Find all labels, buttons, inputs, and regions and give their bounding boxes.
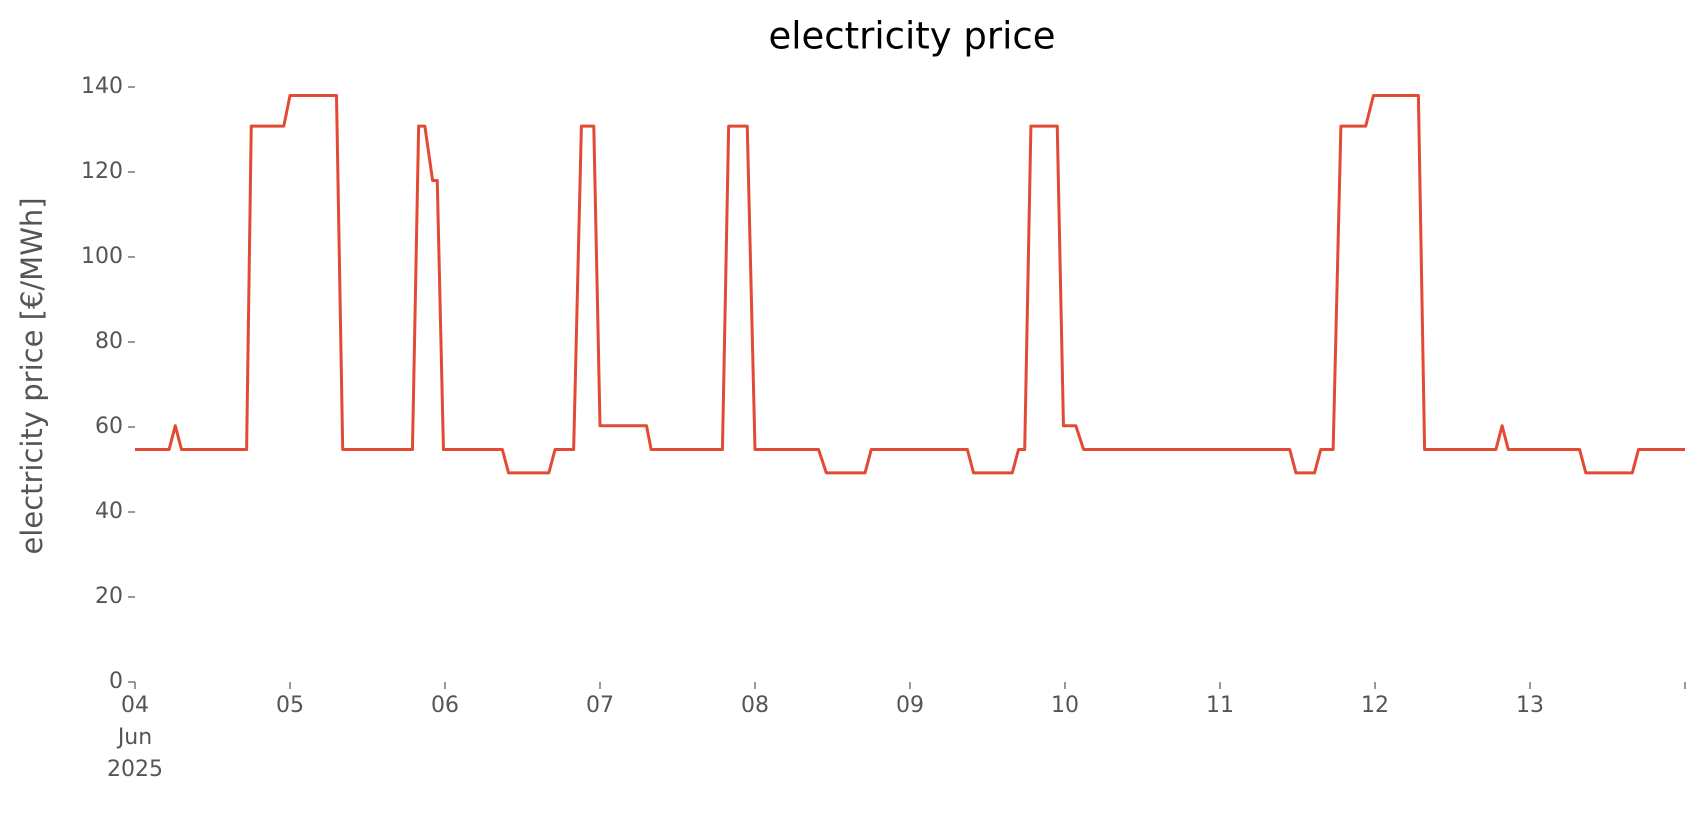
- line-series: [135, 94, 1685, 475]
- y-tick-label: 0: [109, 669, 123, 694]
- x-tick-label: 08: [741, 693, 769, 718]
- x-tick-label: 09: [896, 693, 924, 718]
- chart-title: electricity price: [768, 15, 1055, 58]
- y-tick-label: 40: [95, 499, 123, 524]
- x-tick-label: 10: [1051, 693, 1079, 718]
- x-tick-label: 06: [431, 693, 459, 718]
- y-tick-label: 120: [81, 159, 123, 184]
- y-axis-label: electricity price [€/MWh]: [15, 197, 49, 554]
- x-tick-label: 07: [586, 693, 614, 718]
- x-tick-label: 11: [1206, 693, 1234, 718]
- x-tick-label: 04 Jun 2025: [107, 693, 163, 782]
- y-tick-label: 80: [95, 329, 123, 354]
- x-tick-label: 13: [1516, 693, 1544, 718]
- y-tick-label: 100: [81, 244, 123, 269]
- y-tick-label: 60: [95, 414, 123, 439]
- x-tick-label: 12: [1361, 693, 1389, 718]
- x-tick-label: 05: [276, 693, 304, 718]
- y-tick-label: 20: [95, 584, 123, 609]
- y-tick-label: 140: [81, 74, 123, 99]
